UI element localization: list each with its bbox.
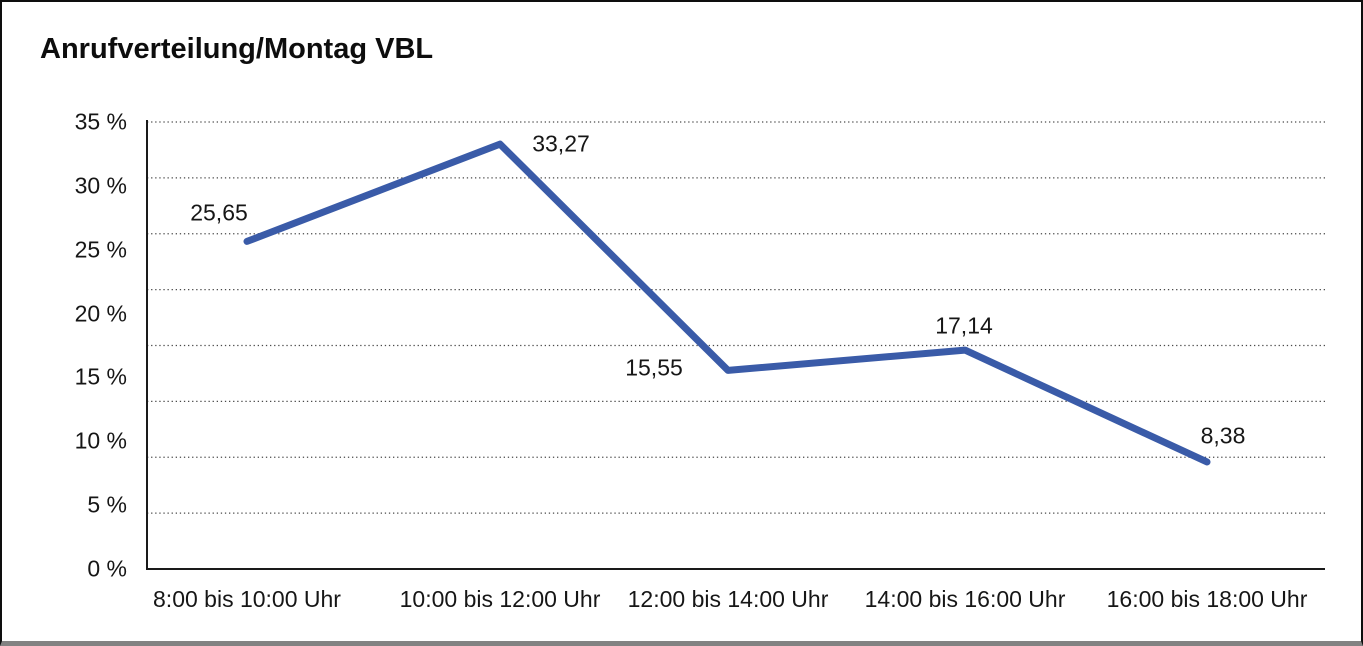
x-axis-category-label: 14:00 bis 16:00 Uhr: [864, 586, 1066, 612]
data-point-label: 15,55: [625, 354, 683, 381]
x-axis-category-label: 12:00 bis 14:00 Uhr: [627, 586, 829, 612]
y-axis-tick-label: 5 %: [87, 491, 127, 518]
y-axis-tick-label: 15 %: [74, 363, 127, 390]
y-axis-tick-label: 10 %: [74, 427, 127, 454]
data-line: [243, 140, 1211, 466]
y-axis-tick-label: 0 %: [87, 555, 127, 582]
data-point-label: 33,27: [532, 130, 590, 157]
data-point-label: 8,38: [1200, 422, 1246, 449]
y-axis-tick-label: 30 %: [74, 172, 127, 199]
data-point-label: 17,14: [935, 312, 993, 339]
x-axis-category-label: 16:00 bis 18:00 Uhr: [1106, 586, 1308, 612]
x-axis-category-label: 10:00 bis 12:00 Uhr: [399, 586, 601, 612]
data-point-label: 25,65: [190, 199, 248, 226]
y-axis-tick-label: 20 %: [74, 300, 127, 327]
y-axis-tick-label: 35 %: [74, 108, 127, 135]
x-axis-category-label: 8:00 bis 10:00 Uhr: [153, 586, 341, 612]
y-axis-tick-label: 25 %: [74, 236, 127, 263]
chart-title: Anrufverteilung/Montag VBL: [40, 33, 434, 65]
